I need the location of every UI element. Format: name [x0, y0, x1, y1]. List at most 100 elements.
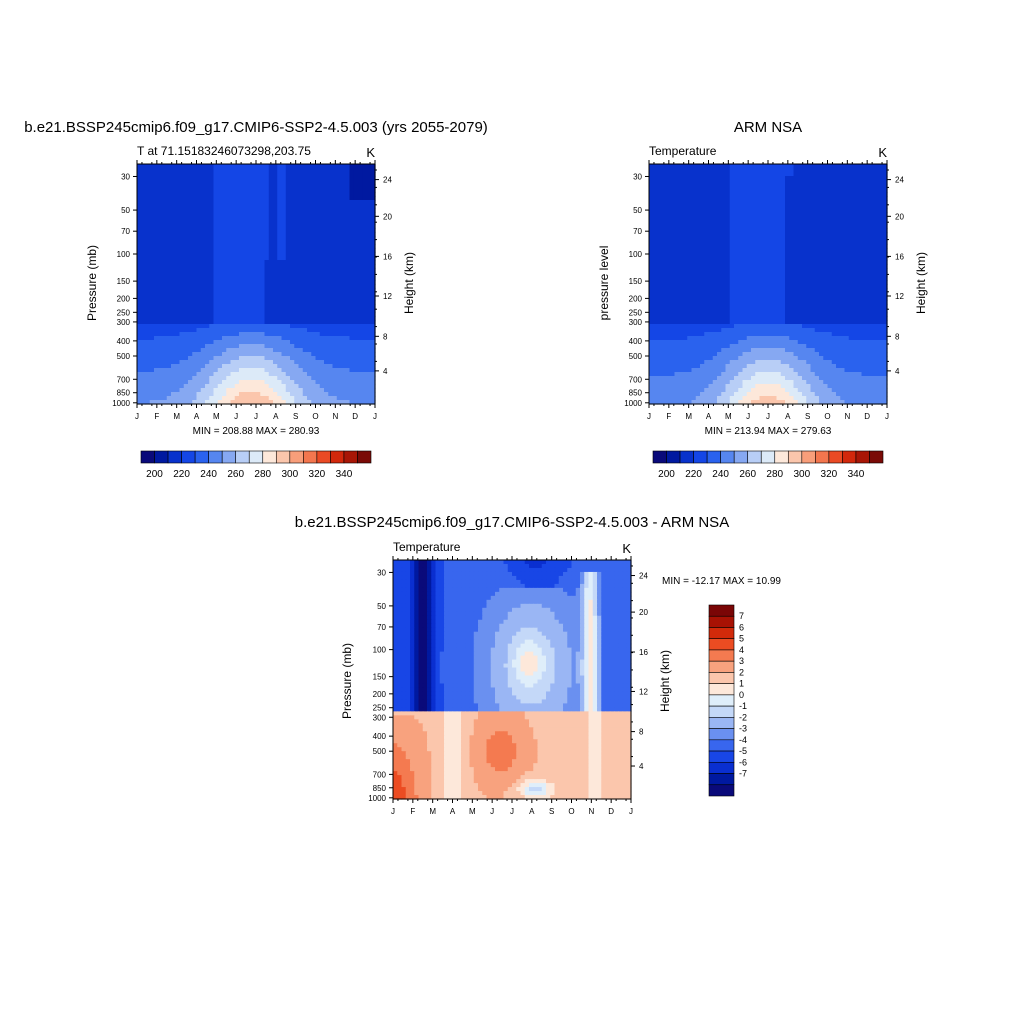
contour-cell — [358, 240, 363, 245]
contour-cell — [188, 344, 193, 349]
contour-cell — [366, 184, 372, 189]
contour-cell — [674, 208, 680, 213]
contour-cell — [183, 328, 189, 333]
contour-cell — [763, 244, 769, 249]
contour-cell — [251, 272, 257, 277]
contour-cell — [226, 192, 232, 197]
contour-cell — [793, 240, 799, 245]
contour-cell — [366, 356, 372, 361]
contour-cell — [285, 192, 291, 197]
contour-cell — [324, 248, 329, 253]
contour-cell — [353, 276, 359, 281]
contour-cell — [708, 188, 714, 193]
contour-cell — [831, 212, 837, 217]
contour-cell — [175, 332, 181, 337]
contour-cell — [324, 280, 329, 285]
contour-cell — [234, 300, 240, 305]
contour-cell — [273, 388, 278, 393]
contour-cell — [341, 192, 346, 197]
contour-cell — [332, 328, 338, 333]
contour-cell — [154, 212, 159, 217]
contour-cell — [653, 228, 659, 233]
contour-cell — [687, 264, 693, 269]
contour-cell — [324, 264, 329, 269]
contour-cell — [831, 220, 837, 225]
contour-cell — [831, 244, 837, 249]
contour-cell — [653, 256, 659, 261]
contour-cell — [243, 284, 249, 289]
contour-cell — [226, 196, 232, 201]
contour-cell — [755, 244, 761, 249]
contour-cell — [345, 336, 351, 341]
contour-cell — [141, 336, 147, 341]
contour-cell — [341, 220, 346, 225]
contour-cell — [175, 304, 181, 309]
contour-cell — [260, 360, 266, 365]
contour-cell — [328, 208, 334, 213]
contour-cell — [273, 324, 278, 329]
contour-cell — [708, 192, 714, 197]
contour-cell — [840, 180, 846, 185]
y-tick-label: 50 — [121, 206, 130, 215]
contour-cell — [649, 188, 654, 193]
contour-cell — [285, 352, 291, 357]
contour-cell — [290, 248, 295, 253]
contour-cell — [712, 236, 718, 241]
contour-cell — [657, 232, 663, 237]
contour-cell — [763, 208, 769, 213]
contour-cell — [154, 176, 159, 181]
contour-cell — [183, 176, 189, 181]
contour-cell — [353, 260, 359, 265]
contour-cell — [149, 284, 155, 289]
contour-cell — [358, 256, 363, 261]
contour-cell — [742, 252, 748, 257]
contour-cell — [179, 268, 185, 273]
contour-cell — [222, 332, 227, 337]
contour-cell — [341, 268, 346, 273]
contour-cell — [349, 396, 355, 401]
contour-cell — [670, 192, 676, 197]
contour-cell — [251, 168, 257, 173]
contour-cell — [281, 244, 287, 249]
contour-cell — [145, 392, 151, 397]
contour-cell — [708, 264, 714, 269]
contour-cell — [154, 340, 159, 345]
contour-cell — [882, 184, 888, 189]
contour-cell — [294, 384, 300, 389]
contour-cell — [755, 208, 761, 213]
contour-cell — [166, 240, 172, 245]
contour-cell — [171, 328, 176, 333]
contour-cell — [738, 196, 744, 201]
contour-cell — [205, 256, 210, 261]
contour-cell — [298, 304, 304, 309]
contour-cell — [171, 216, 176, 221]
contour-cell — [302, 348, 308, 353]
contour-cell — [683, 264, 688, 269]
contour-cell — [175, 284, 181, 289]
contour-cell — [328, 292, 334, 297]
contour-cell — [358, 224, 363, 229]
contour-cell — [158, 324, 164, 329]
contour-cell — [281, 180, 287, 185]
contour-cell — [298, 316, 304, 321]
contour-cell — [230, 216, 236, 221]
contour-cell — [285, 320, 291, 325]
contour-cell — [336, 296, 342, 301]
contour-cell — [797, 176, 803, 181]
contour-cell — [273, 304, 278, 309]
contour-cell — [776, 216, 782, 221]
contour-cell — [691, 168, 697, 173]
contour-cell — [179, 192, 185, 197]
contour-cell — [763, 176, 769, 181]
contour-cell — [725, 180, 731, 185]
contour-cell — [315, 296, 321, 301]
contour-cell — [137, 240, 142, 245]
contour-cell — [797, 164, 803, 169]
contour-cell — [196, 240, 202, 245]
contour-cell — [260, 164, 266, 169]
contour-cell — [336, 312, 342, 317]
contour-cell — [141, 324, 147, 329]
contour-cell — [175, 196, 181, 201]
contour-cell — [311, 196, 317, 201]
contour-cell — [171, 208, 176, 213]
